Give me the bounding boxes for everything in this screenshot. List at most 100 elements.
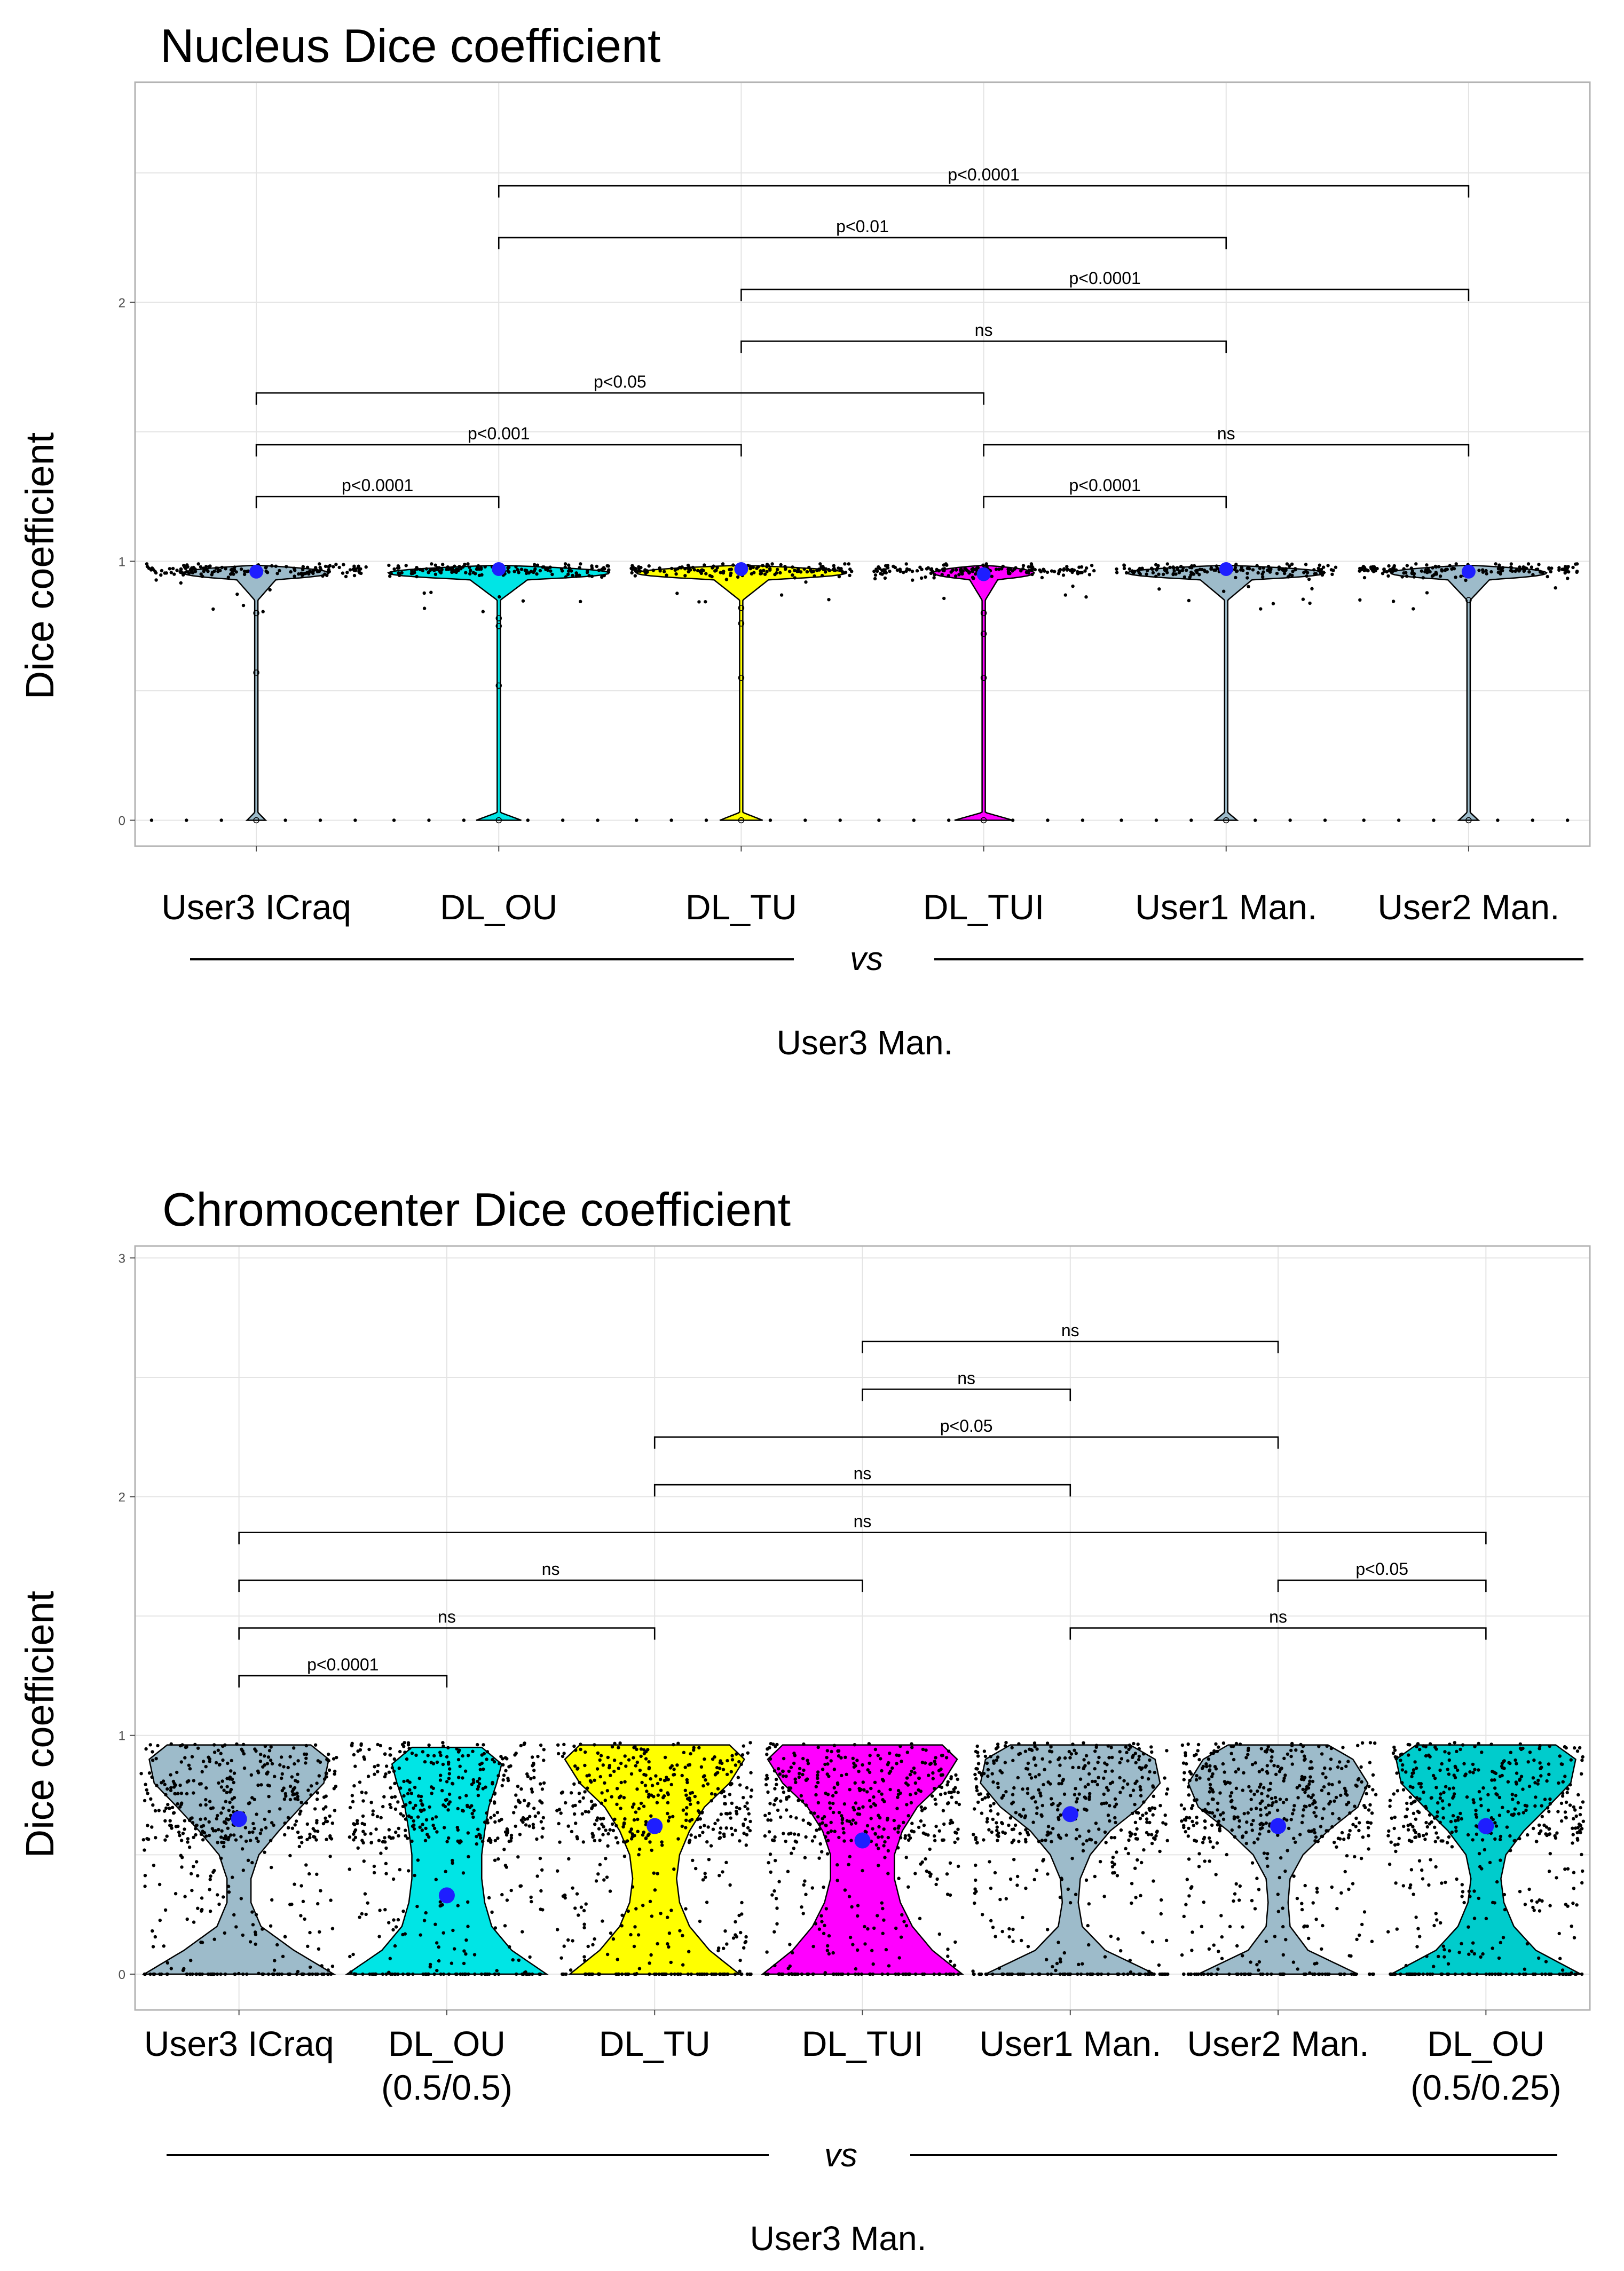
data-point <box>1358 1821 1361 1825</box>
data-point <box>1208 1769 1211 1773</box>
data-point <box>220 1779 224 1783</box>
data-point <box>375 1815 380 1818</box>
data-point <box>1002 1794 1005 1797</box>
data-point <box>816 1815 820 1819</box>
data-point <box>190 1888 194 1892</box>
data-point <box>257 1972 261 1975</box>
data-point <box>765 1753 769 1756</box>
data-point <box>634 1764 638 1768</box>
data-point <box>1561 1780 1565 1784</box>
data-point <box>718 1972 722 1976</box>
data-point <box>697 1746 701 1749</box>
data-point <box>1156 564 1160 567</box>
data-point <box>704 572 708 575</box>
data-point <box>882 1827 886 1831</box>
data-point <box>364 565 368 569</box>
data-point <box>1456 1816 1460 1819</box>
data-point <box>261 610 265 613</box>
data-point <box>216 1841 219 1844</box>
data-point <box>1472 1917 1477 1920</box>
data-point <box>538 1799 542 1803</box>
data-point <box>485 1750 490 1754</box>
data-point <box>1186 1742 1190 1746</box>
data-point <box>902 571 905 574</box>
data-point <box>635 1787 639 1791</box>
data-point <box>945 563 949 567</box>
bracket-line <box>238 1579 863 1592</box>
data-point <box>569 1791 573 1795</box>
x-tick-label: DL_TU <box>685 887 797 927</box>
data-point <box>1451 1814 1455 1818</box>
data-point <box>1307 1936 1311 1941</box>
data-point <box>908 1773 912 1777</box>
data-point <box>1029 565 1033 569</box>
data-point <box>1109 1934 1113 1938</box>
data-point <box>593 1803 597 1807</box>
data-point <box>179 1760 183 1764</box>
data-point <box>1400 1768 1405 1772</box>
data-point <box>956 1837 960 1841</box>
data-point <box>1118 1750 1122 1754</box>
data-point <box>430 567 433 571</box>
data-point <box>1147 1969 1151 1973</box>
y-tick-label: 3 <box>119 1251 125 1266</box>
data-point <box>946 1780 950 1784</box>
jitter-points <box>971 1741 1170 1976</box>
data-point <box>441 1762 445 1767</box>
data-point <box>337 565 341 570</box>
data-point <box>652 1972 657 1976</box>
data-point <box>602 1825 605 1828</box>
data-point <box>172 1811 176 1815</box>
data-point <box>528 1955 532 1959</box>
data-point <box>1200 567 1204 572</box>
data-point <box>1432 1965 1436 1968</box>
data-point <box>241 603 246 608</box>
data-point <box>1353 1855 1357 1859</box>
data-point <box>1459 574 1463 578</box>
data-point <box>947 1791 951 1794</box>
data-point <box>427 1972 430 1976</box>
data-point <box>1276 1764 1280 1768</box>
data-point <box>705 1901 709 1904</box>
data-point <box>265 571 270 574</box>
data-point <box>458 565 461 569</box>
data-point <box>1044 1839 1047 1842</box>
data-point <box>699 1765 704 1769</box>
data-point <box>1455 1877 1459 1881</box>
outlier-point <box>1223 817 1229 824</box>
data-point <box>877 1789 881 1793</box>
data-point <box>1421 1744 1425 1748</box>
data-point <box>989 1809 993 1813</box>
data-point <box>216 566 220 570</box>
data-point <box>1007 567 1011 571</box>
data-point <box>1093 1749 1097 1753</box>
data-point <box>1361 1835 1365 1839</box>
data-point <box>500 1892 504 1897</box>
data-point <box>1330 1885 1334 1889</box>
data-point <box>447 566 451 570</box>
data-point <box>904 1856 908 1859</box>
data-point <box>509 1764 513 1768</box>
data-point <box>856 1948 860 1952</box>
data-point <box>288 1755 292 1759</box>
data-point <box>194 1827 198 1831</box>
data-point <box>234 1838 238 1842</box>
data-point <box>1418 1797 1422 1801</box>
data-point <box>1247 585 1250 589</box>
data-point <box>1108 1804 1111 1808</box>
data-point <box>1249 1797 1253 1801</box>
data-point <box>372 1871 376 1875</box>
data-point <box>847 1895 852 1898</box>
data-point <box>1497 1813 1502 1817</box>
data-point <box>666 1915 669 1919</box>
data-point <box>292 1746 296 1750</box>
data-point <box>1431 1972 1434 1976</box>
data-point <box>696 1818 699 1821</box>
data-point <box>1216 1801 1220 1805</box>
data-point <box>1452 1786 1455 1790</box>
data-point <box>349 1970 353 1974</box>
data-point <box>143 1884 147 1888</box>
data-point <box>827 1952 831 1956</box>
data-point <box>192 1779 195 1783</box>
